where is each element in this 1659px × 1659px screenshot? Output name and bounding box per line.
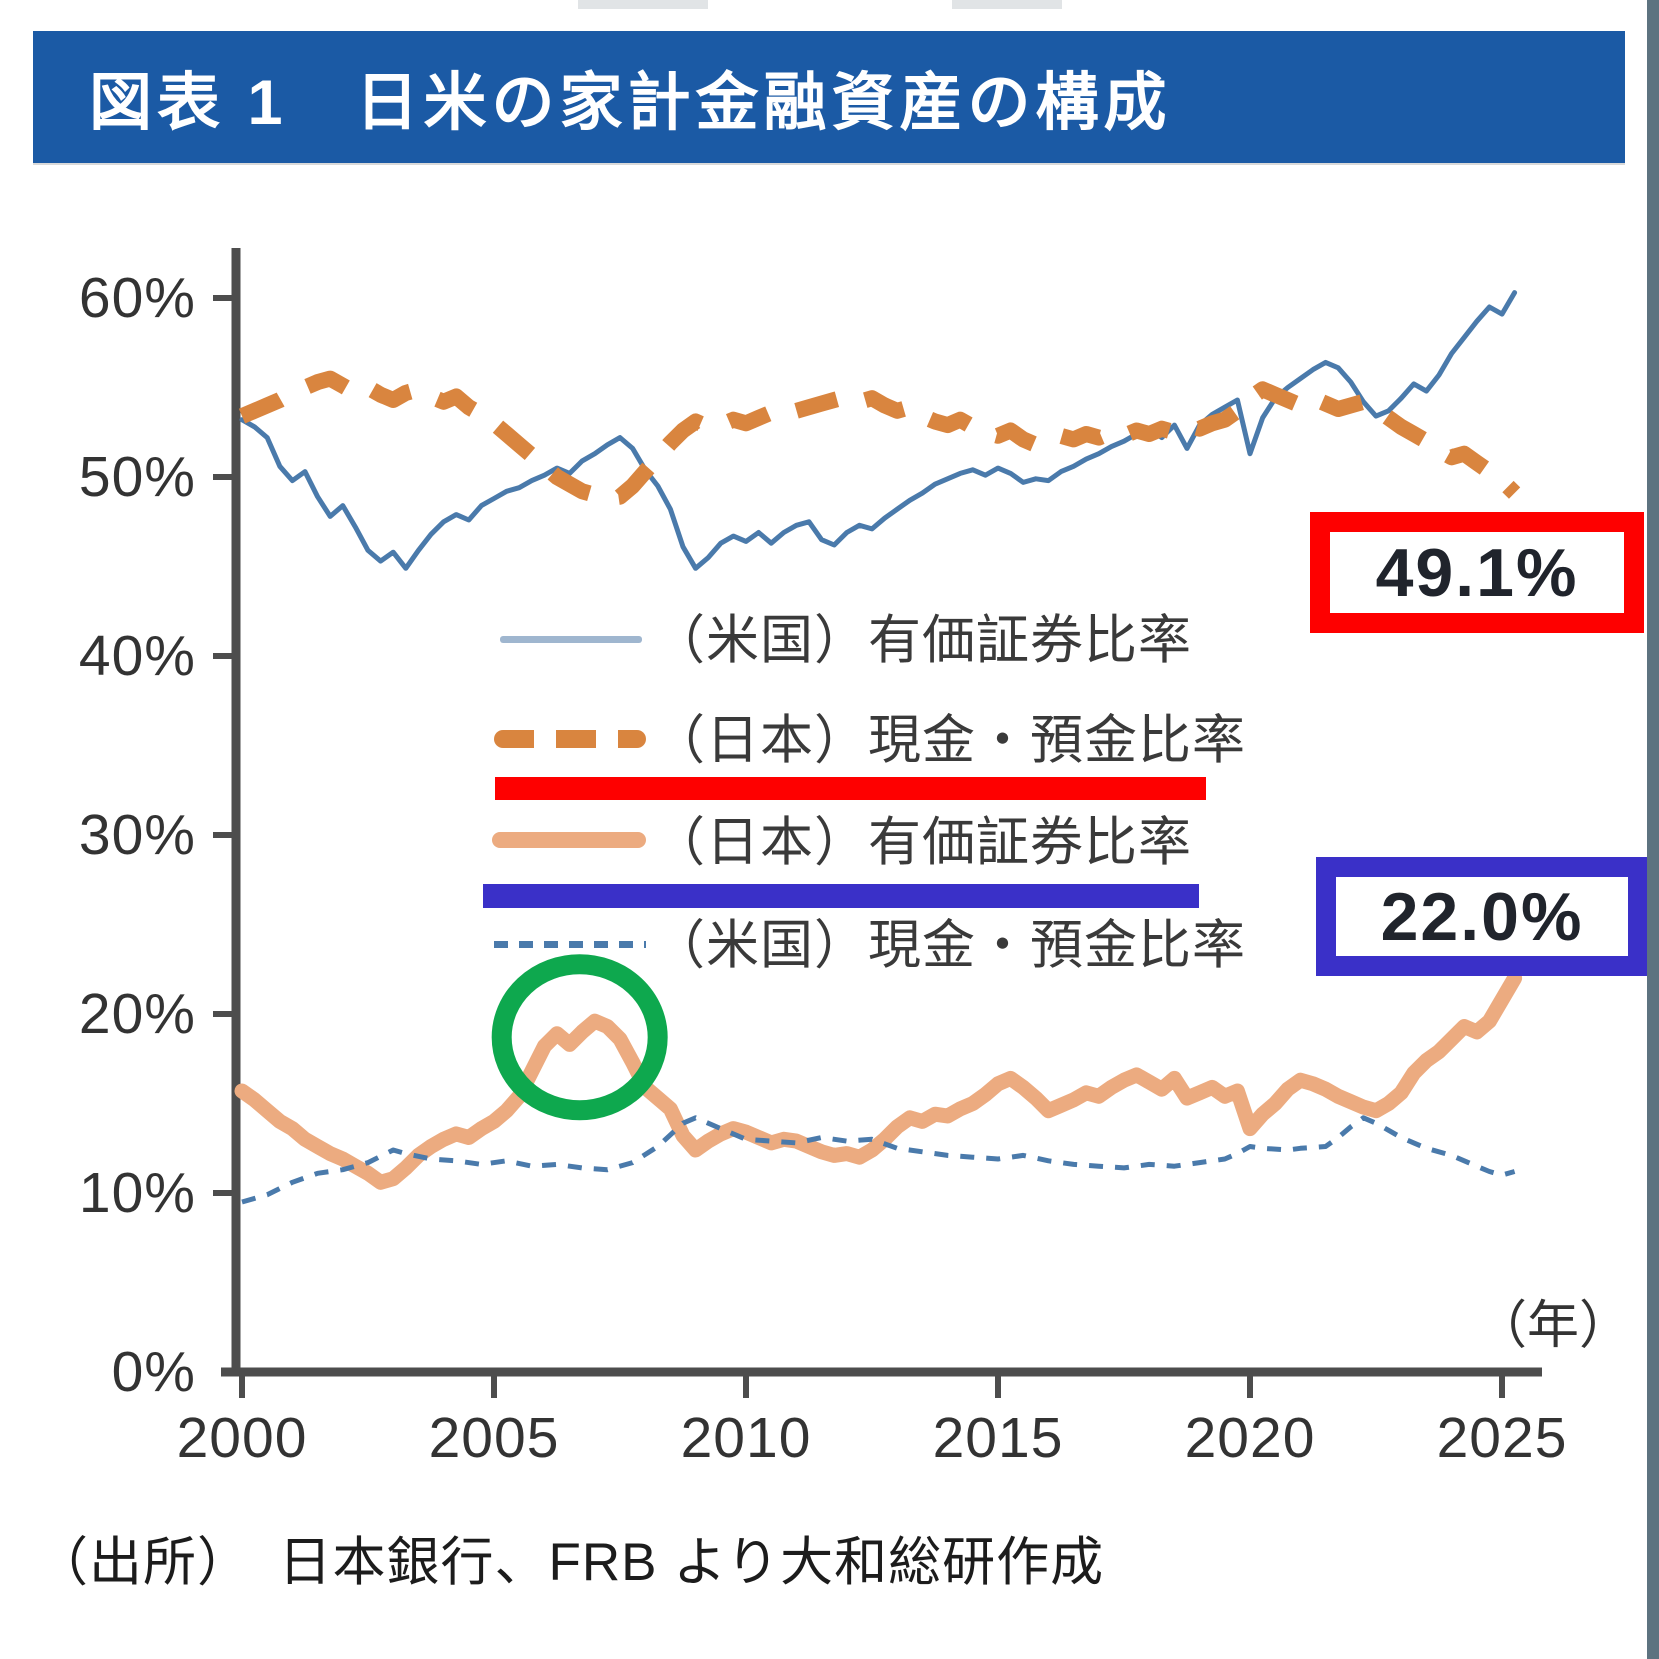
legend-line-sample-us-cash: [494, 941, 646, 948]
annotation-box-japan-securities-ratio: 22.0%: [1316, 857, 1648, 976]
red-underline-annotation: [495, 777, 1206, 800]
legend-line-sample-japan-securities: [492, 832, 646, 848]
legend-label-us-cash: （米国）現金・預金比率: [652, 916, 1246, 975]
x-axis-label-2025: 2025: [1436, 1406, 1568, 1470]
page-crop-artifact: [952, 0, 1062, 9]
x-axis-label-2005: 2005: [428, 1406, 560, 1470]
legend-label-japan-securities: （日本）有価証券比率: [652, 813, 1192, 872]
legend-label-japan-cash: （日本）現金・預金比率: [652, 711, 1246, 770]
figure-title-banner: 図表 1 日米の家計金融資産の構成: [33, 31, 1625, 163]
series-line-us-cash: [241, 1115, 1516, 1205]
y-axis-label-0: 0%: [111, 1340, 196, 1404]
x-axis-label-2010: 2010: [680, 1406, 812, 1470]
y-axis-label-50: 50%: [78, 445, 196, 509]
green-circle-annotation: [491, 954, 668, 1121]
page-crop-artifact: [578, 0, 708, 9]
japan-cash-latest-value: 49.1%: [1375, 534, 1579, 611]
x-axis-unit-label: （年）: [1474, 1297, 1631, 1355]
series-line-japan-securities: [234, 970, 1523, 1190]
figure-title: 図表 1 日米の家計金融資産の構成: [89, 67, 1172, 138]
x-axis-label-2020: 2020: [1184, 1406, 1316, 1470]
blue-underline-annotation: [483, 884, 1199, 908]
y-axis-label-40: 40%: [78, 624, 196, 688]
x-axis-label-2015: 2015: [932, 1406, 1064, 1470]
y-axis-label-10: 10%: [78, 1161, 196, 1225]
y-axis-label-20: 20%: [78, 982, 196, 1046]
annotation-box-japan-cash-ratio: 49.1%: [1310, 512, 1644, 633]
x-axis-label-2000: 2000: [176, 1406, 308, 1470]
japan-securities-latest-value: 22.0%: [1380, 878, 1584, 955]
y-axis-label-30: 30%: [78, 803, 196, 867]
legend-label-us-securities: （米国）有価証券比率: [652, 611, 1192, 670]
legend-line-sample-japan-cash: [494, 730, 646, 748]
series-line-japan-cash: [238, 370, 1521, 507]
source-note: （出所） 日本銀行、FRB より大和総研作成: [35, 1533, 1105, 1592]
legend-line-sample-us-securities: [500, 636, 642, 643]
page-edge-strip: [1647, 0, 1659, 1659]
series-line-us-securities: [239, 290, 1518, 571]
y-axis-label-60: 60%: [78, 266, 196, 330]
